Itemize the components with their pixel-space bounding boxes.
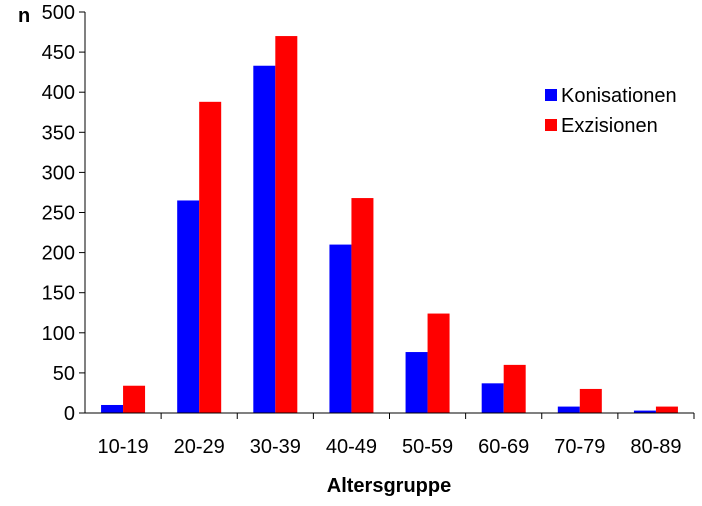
y-tick-label: 400 [42, 82, 75, 104]
y-tick-label: 500 [42, 2, 75, 24]
x-axis-title: Altersgruppe [327, 475, 451, 497]
y-tick-label: 100 [42, 323, 75, 345]
y-tick-label: 50 [53, 363, 75, 385]
y-tick-label: 200 [42, 243, 75, 265]
y-tick-label: 0 [64, 403, 75, 425]
y-tick-label: 350 [42, 122, 75, 144]
bars-layer [101, 36, 678, 414]
y-tick-label: 150 [42, 283, 75, 305]
x-tick-label: 30-39 [250, 436, 301, 458]
x-tick-label: 50-59 [402, 436, 453, 458]
x-tick-label: 10-19 [97, 436, 148, 458]
bar-konisationen-20-29 [177, 200, 200, 413]
y-tick-label: 450 [42, 42, 75, 64]
bar-konisationen-60-69 [481, 383, 504, 413]
x-tick-label: 40-49 [326, 436, 377, 458]
bar-exzisionen-70-79 [579, 388, 602, 413]
bar-konisationen-80-89 [633, 410, 656, 413]
legend-swatch [545, 119, 557, 131]
x-tick-label: 60-69 [478, 436, 529, 458]
bar-konisationen-50-59 [405, 352, 428, 413]
bar-exzisionen-80-89 [655, 406, 678, 413]
y-tick-label: 250 [42, 203, 75, 225]
x-tick-label: 20-29 [174, 436, 225, 458]
x-axis-ticks: 10-19 20-29 30-39 40-49 50-59 60-69 70-79 80-89 [97, 413, 695, 458]
bar-konisationen-40-49 [329, 244, 352, 413]
bar-exzisionen-30-39 [275, 36, 298, 414]
legend-label: Konisationen [561, 85, 677, 107]
bar-exzisionen-60-69 [503, 364, 526, 413]
legend: Konisationen Exzisionen [545, 85, 677, 137]
y-axis-ticks: 0 50 100 150 200 250 300 350 400 450 500 [42, 2, 85, 425]
bar-exzisionen-50-59 [427, 313, 450, 413]
bar-exzisionen-40-49 [351, 198, 374, 413]
bar-konisationen-10-19 [101, 404, 124, 413]
bar-konisationen-30-39 [253, 65, 276, 413]
x-tick-label: 70-79 [554, 436, 605, 458]
bar-exzisionen-20-29 [199, 101, 222, 413]
legend-label: Exzisionen [561, 115, 658, 137]
y-axis-title: n [18, 5, 30, 27]
bar-exzisionen-10-19 [123, 385, 146, 413]
x-tick-label: 80-89 [630, 436, 681, 458]
y-tick-label: 300 [42, 162, 75, 184]
legend-swatch [545, 89, 557, 101]
bar-konisationen-70-79 [557, 406, 580, 413]
